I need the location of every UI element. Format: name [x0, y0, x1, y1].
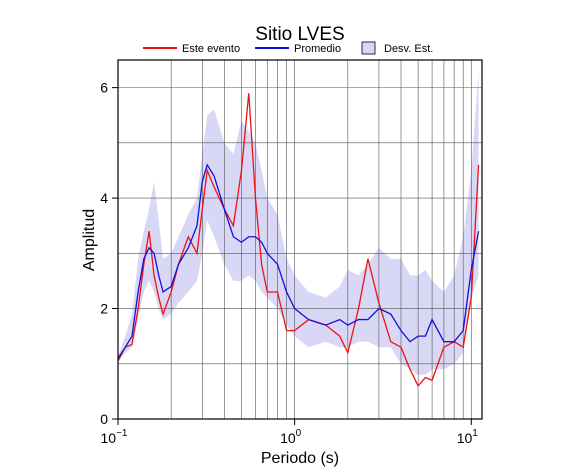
legend-label: Desv. Est. — [384, 43, 433, 55]
y-tick-label: 6 — [100, 80, 108, 96]
x-tick-exponent: −1 — [116, 428, 128, 439]
y-tick-label: 2 — [100, 301, 108, 317]
x-axis-label: Periodo (s) — [261, 450, 339, 467]
x-tick-label: 101 — [457, 428, 479, 446]
x-tick-base: 10 — [101, 430, 117, 446]
y-tick-label: 4 — [100, 190, 108, 206]
legend-label: Este evento — [182, 43, 240, 55]
series-line — [117, 163, 480, 359]
legend-label: Promedio — [294, 43, 341, 55]
y-tick-label: 0 — [100, 411, 108, 427]
plot-frame — [117, 59, 483, 420]
x-tick-base: 10 — [457, 430, 473, 446]
x-tick-label: 10−1 — [101, 428, 128, 446]
x-tick-exponent: 1 — [472, 428, 478, 439]
chart-title: Sitio LVES — [255, 24, 344, 45]
legend-swatch — [361, 41, 376, 55]
std-band — [118, 71, 479, 375]
y-axis-label: Amplitud — [81, 209, 98, 271]
x-tick-exponent: 0 — [296, 428, 302, 439]
x-tick-label: 100 — [280, 428, 302, 446]
series-line — [117, 93, 480, 388]
x-tick-base: 10 — [280, 430, 296, 446]
